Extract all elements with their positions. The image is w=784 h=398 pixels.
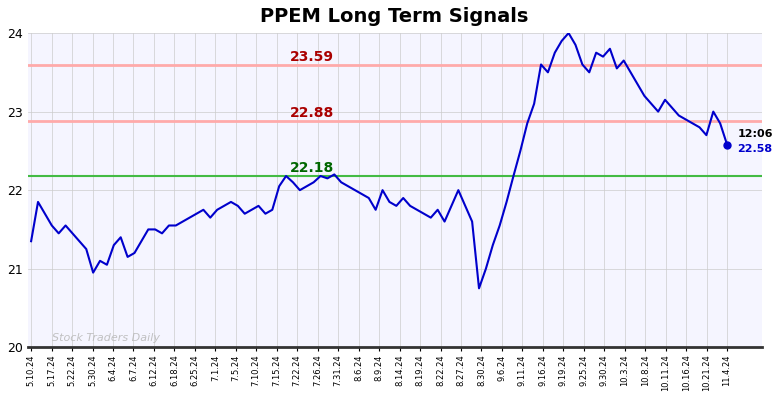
Text: 12:06: 12:06 [738, 129, 773, 139]
Title: PPEM Long Term Signals: PPEM Long Term Signals [260, 7, 528, 26]
Text: 23.59: 23.59 [290, 50, 334, 64]
Text: 22.88: 22.88 [290, 106, 335, 120]
Text: 22.18: 22.18 [290, 161, 335, 175]
Text: Stock Traders Daily: Stock Traders Daily [52, 333, 160, 343]
Text: 22.58: 22.58 [738, 144, 772, 154]
